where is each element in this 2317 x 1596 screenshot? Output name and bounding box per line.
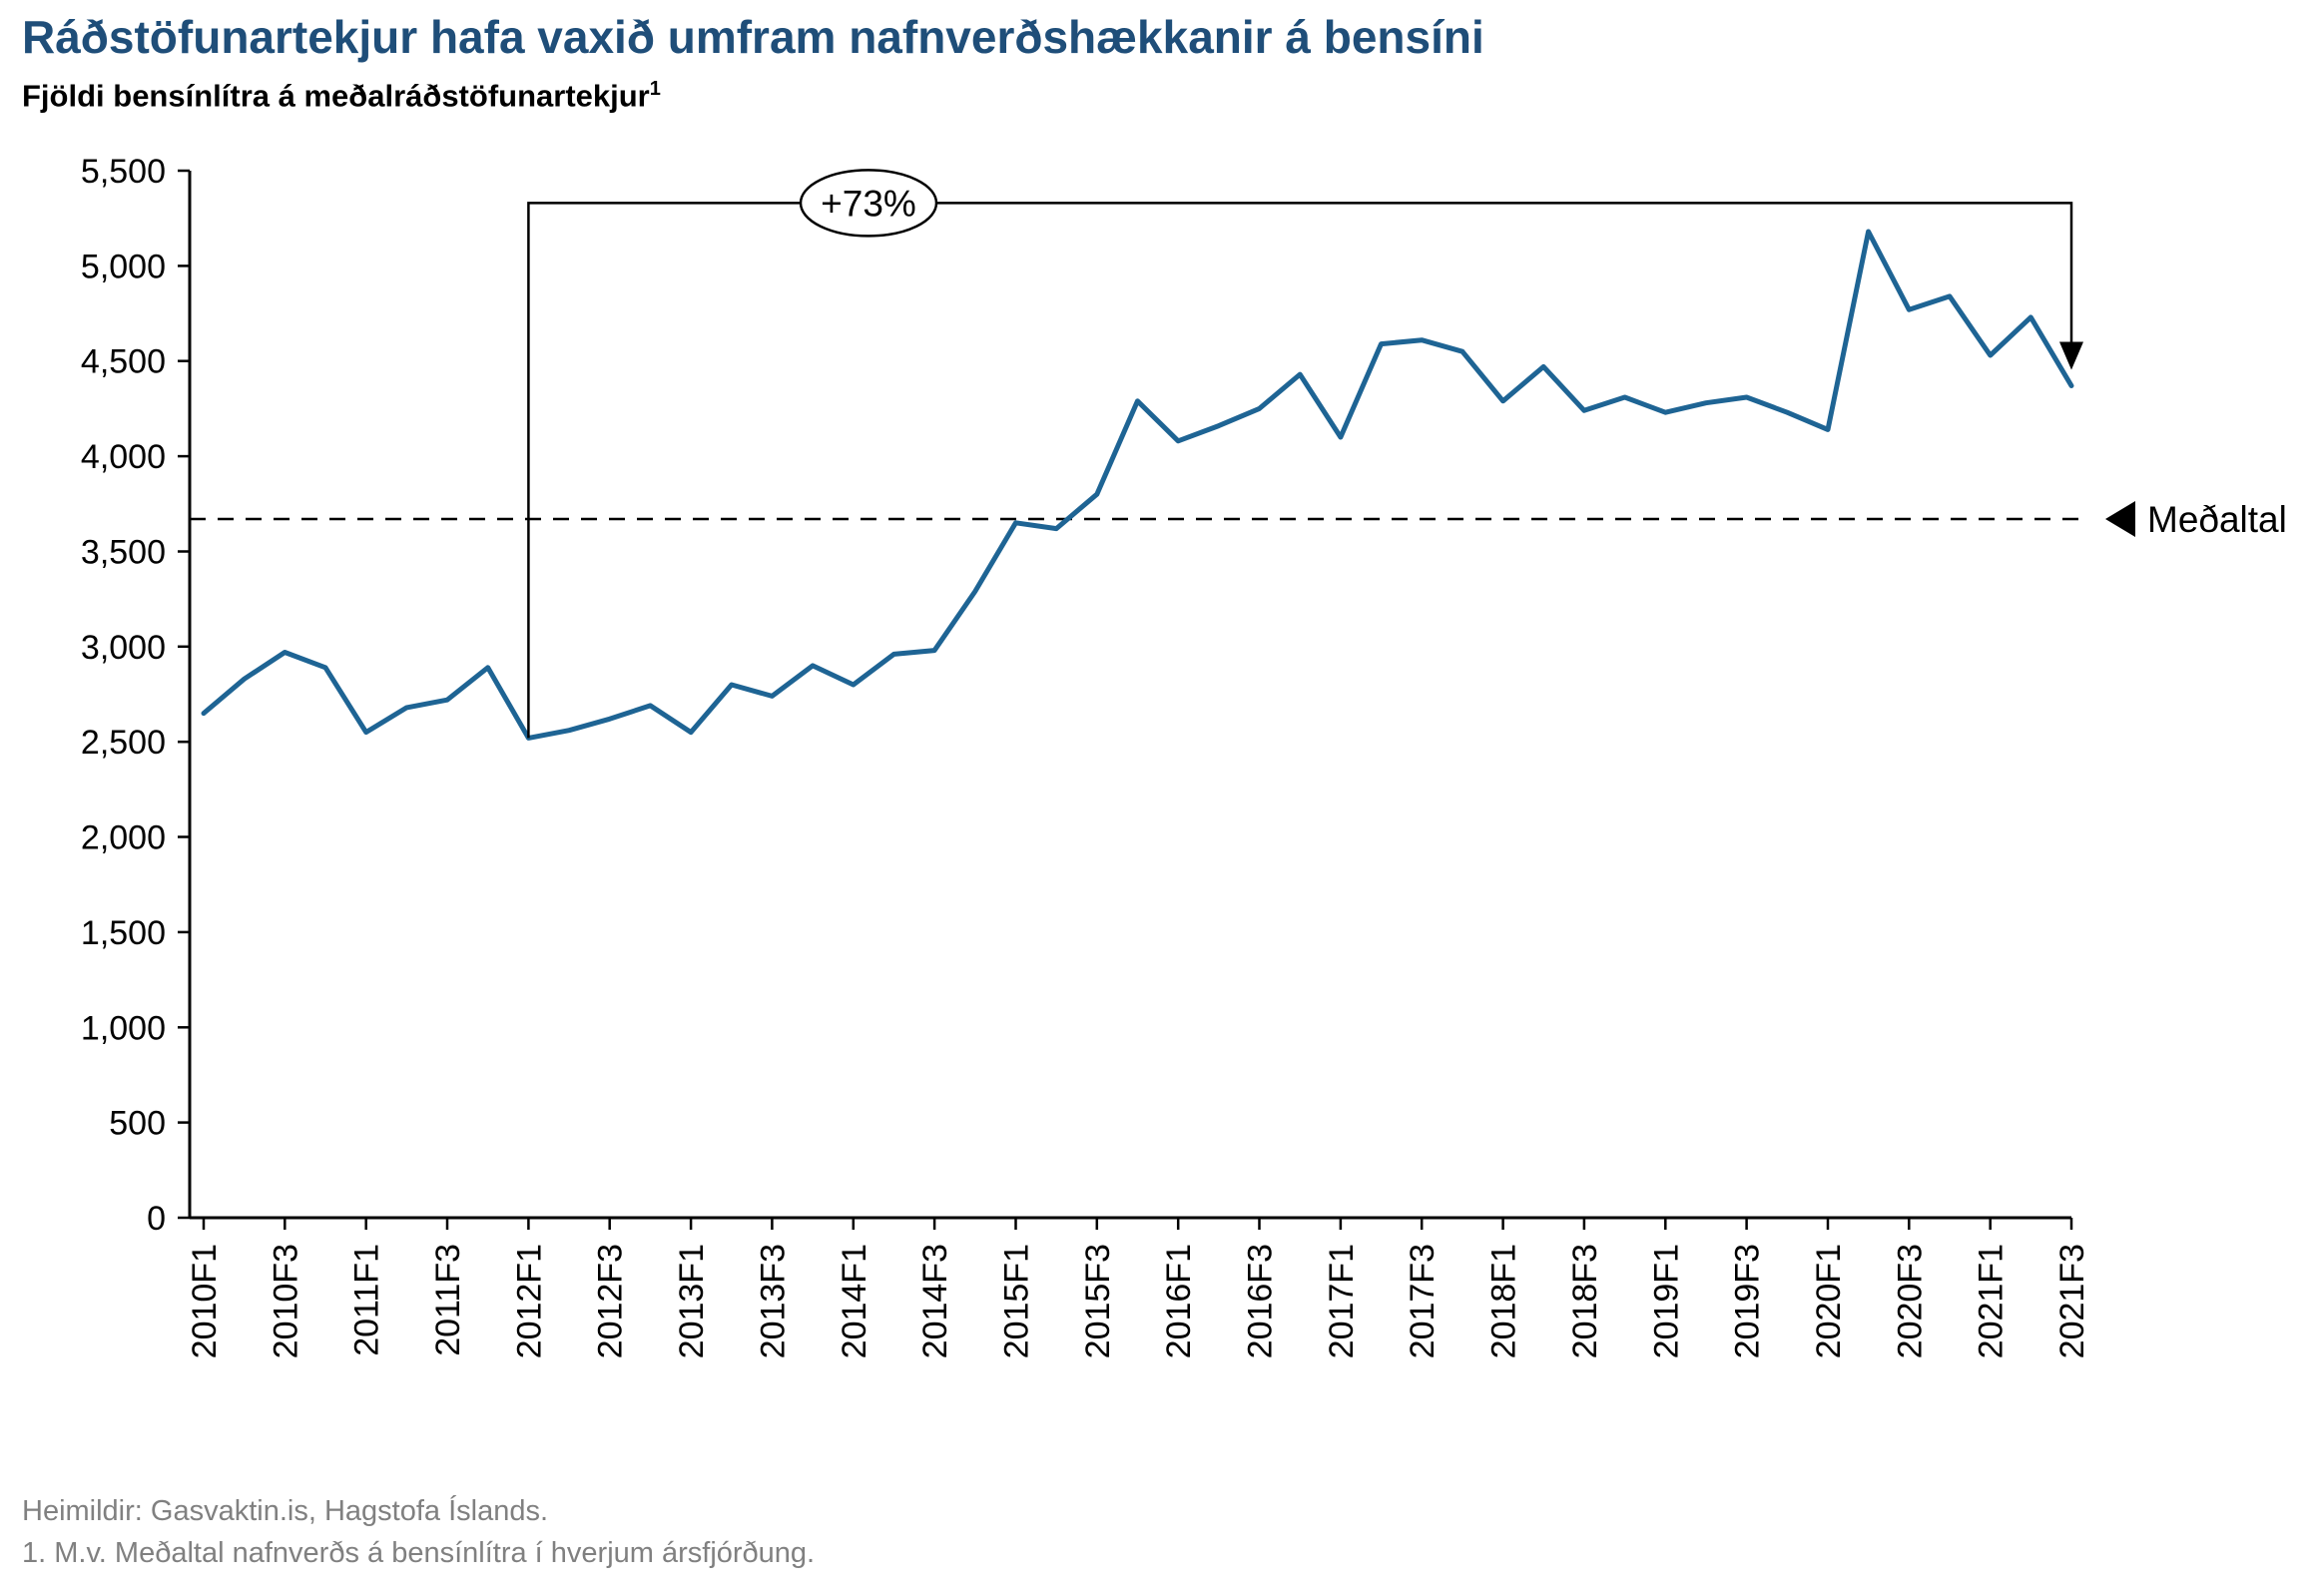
y-tick-label: 1,500 (81, 914, 166, 952)
y-tick-label: 3,000 (81, 629, 166, 667)
x-tick-label: 2016F1 (1160, 1244, 1198, 1358)
chart-subtitle: Fjöldi bensínlítra á meðalráðstöfunartek… (22, 78, 661, 114)
chart-subtitle-text: Fjöldi bensínlítra á meðalráðstöfunartek… (22, 78, 650, 114)
average-label: Meðaltal (2147, 499, 2287, 540)
x-tick-label: 2015F1 (998, 1244, 1036, 1358)
x-tick-label: 2013F3 (754, 1244, 792, 1358)
x-tick-label: 2016F3 (1242, 1244, 1280, 1358)
y-tick-label: 3,500 (81, 534, 166, 572)
x-tick-label: 2021F3 (2053, 1244, 2091, 1358)
chart-subtitle-footnote-marker: 1 (649, 78, 661, 100)
annotation-bubble (799, 169, 938, 238)
page-title: Ráðstöfunartekjur hafa vaxið umfram nafn… (22, 11, 1484, 63)
y-tick-label: 4,000 (81, 438, 166, 476)
y-tick-label: 5,500 (81, 153, 166, 191)
x-tick-label: 2010F3 (267, 1244, 304, 1358)
line-chart: 0 500 1,000 1,500 2,000 2,500 3,000 3,500 4,000 4… (81, 153, 2287, 1358)
annotation-arrowhead-icon (2059, 341, 2083, 370)
annotation-bracket (527, 202, 2073, 739)
x-tick-label: 2014F1 (836, 1244, 873, 1358)
annotation-label: +73% (821, 183, 916, 224)
x-tick-label: 2019F3 (1729, 1244, 1767, 1358)
x-tick-label: 2014F3 (916, 1244, 954, 1358)
y-tick-label: 500 (109, 1105, 166, 1143)
data-series-line (201, 229, 2074, 741)
y-tick-label: 0 (147, 1200, 166, 1238)
y-tick-label: 4,500 (81, 343, 166, 381)
x-tick-label: 2018F3 (1566, 1244, 1604, 1358)
x-tick-label: 2013F1 (673, 1244, 711, 1358)
x-tick-label: 2020F1 (1810, 1244, 1848, 1358)
average-marker-triangle-icon (2105, 501, 2135, 537)
x-tick-label: 2021F1 (1973, 1244, 2011, 1358)
y-tick-label: 1,000 (81, 1009, 166, 1047)
x-tick-label: 2017F1 (1323, 1244, 1361, 1358)
x-tick-label: 2017F3 (1404, 1244, 1442, 1358)
x-tick-label: 2012F1 (510, 1244, 548, 1358)
x-tick-label: 2019F1 (1647, 1244, 1685, 1358)
y-tick-label: 2,500 (81, 724, 166, 762)
x-tick-label: 2020F3 (1891, 1244, 1929, 1358)
x-tick-label: 2011F3 (429, 1244, 467, 1356)
x-tick-label: 2018F1 (1485, 1244, 1523, 1358)
y-tick-label: 2,000 (81, 819, 166, 857)
y-tick-label: 5,000 (81, 248, 166, 285)
footnote: 1. M.v. Meðaltal nafnverðs á bensínlítra… (22, 1537, 816, 1569)
x-tick-label: 2015F3 (1079, 1244, 1117, 1358)
x-tick-label: 2012F3 (592, 1244, 630, 1358)
source-note: Heimildir: Gasvaktin.is, Hagstofa Ísland… (22, 1495, 549, 1527)
x-tick-label: 2011F1 (348, 1244, 386, 1356)
x-tick-label: 2010F1 (186, 1244, 224, 1358)
